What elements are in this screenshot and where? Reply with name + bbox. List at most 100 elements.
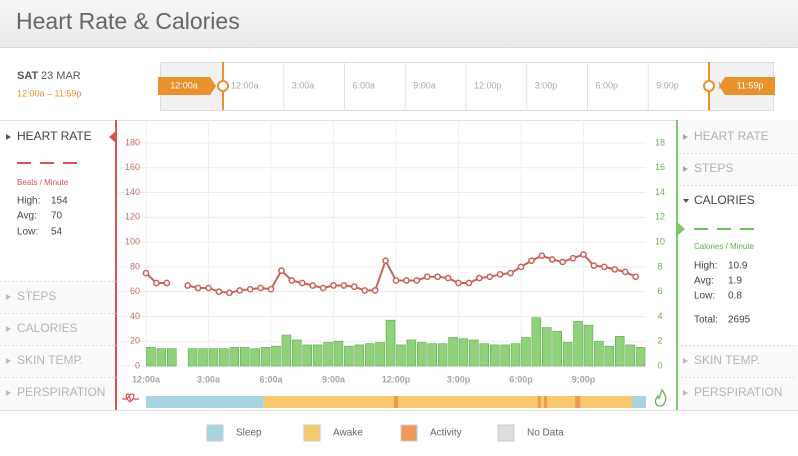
stat-label: Avg: [17,211,37,222]
ruler-label: 3:00p [535,80,558,90]
collapse-arrow [683,358,688,364]
panel-title[interactable]: SKIN TEMP. [17,353,83,367]
bar [239,347,250,367]
point [538,252,546,260]
point [548,256,556,263]
point [288,277,296,284]
panel-title[interactable]: SKIN TEMP. [694,353,760,367]
panel-title[interactable]: STEPS [694,161,733,175]
y-tick-label: 20 [130,336,140,346]
bar [406,339,417,367]
panel-title[interactable]: PERSPIRATION [17,385,105,399]
y2-tick-label: 6 [657,286,662,296]
collapse-arrow [683,134,688,140]
point [600,263,608,271]
bar [312,344,323,367]
range-handle-tag[interactable] [158,77,216,95]
collapse-arrow [6,358,11,364]
point [580,251,587,258]
date-day: 23 MAR [41,70,81,82]
bar [625,344,635,367]
y-tick-label: 180 [125,137,140,147]
stat-label: Low: [17,227,38,238]
point [392,277,400,284]
panel-title[interactable]: HEART RATE [17,129,92,143]
point [205,284,212,292]
bar [292,339,302,367]
y2-tick-label: 2 [657,336,662,346]
bar [427,343,437,367]
state-segment [537,396,541,408]
bar [448,337,458,367]
range-handle[interactable] [217,80,229,92]
bar [573,321,583,367]
panel-title[interactable]: STEPS [17,289,56,303]
point [184,282,192,289]
collapse-arrow [683,166,688,172]
bar [594,340,604,367]
y2-tick-label: 8 [657,261,662,271]
bar [156,348,167,367]
y2-tick-label: 0 [657,360,662,370]
stat-value: 2695 [728,315,751,326]
bar [510,343,521,367]
panel-title[interactable]: CALORIES [17,321,78,335]
bar [521,337,531,367]
y2-tick-label: 10 [655,236,665,246]
panel-title[interactable]: PERSPIRATION [694,385,782,399]
stat-value: 1.9 [728,276,742,287]
bar [552,331,562,367]
point [507,269,514,277]
bar [635,347,646,367]
pointer [109,131,116,143]
stat-value: 54 [51,227,63,238]
state-segment [543,396,548,408]
point [403,277,410,284]
point [621,268,629,276]
bar [500,344,510,367]
x-tick-label: 9:00p [572,374,596,384]
state-segment [393,396,399,408]
legend-swatch [497,424,515,442]
x-tick-label: 9:00a [322,374,346,384]
bar [562,342,573,367]
point [496,270,504,278]
bar [458,338,469,367]
bar [417,342,427,367]
point [163,279,171,287]
right-collapsed-bg [679,120,798,185]
bar [146,347,156,367]
point [382,257,389,265]
panel-title[interactable]: HEART RATE [694,129,769,143]
panel-title[interactable]: CALORIES [694,193,755,207]
ruler-label: 9:00p [656,80,679,90]
y2-tick-label: 12 [655,212,665,222]
ruler-label: 9:00a [413,80,436,90]
ruler-label: 6:00a [353,80,376,90]
range-handle-label: 12:00a [170,80,198,90]
point [559,258,567,266]
x-tick-label: 6:00a [259,374,283,384]
ruler-label: 3:00a [292,80,315,90]
point [278,267,285,274]
legend-swatch [206,424,224,442]
y-tick-label: 160 [125,162,140,172]
stat-label: Avg: [694,276,714,287]
y2-tick-label: 16 [655,162,665,172]
y-tick-label: 140 [125,187,140,197]
bar [583,324,594,367]
y-tick-label: 100 [125,236,140,246]
point [465,279,473,287]
range-handle-label: 11:59p [737,80,764,90]
range-handle-tag[interactable] [719,77,775,95]
range-handle[interactable] [703,80,715,92]
stat-label: High: [17,196,40,207]
bar [375,342,385,367]
collapse-arrow [683,390,688,396]
y2-tick-label: 14 [655,187,665,197]
bar [271,345,281,367]
stat-value: 0.8 [728,291,742,302]
point [413,277,421,284]
point [267,285,275,293]
